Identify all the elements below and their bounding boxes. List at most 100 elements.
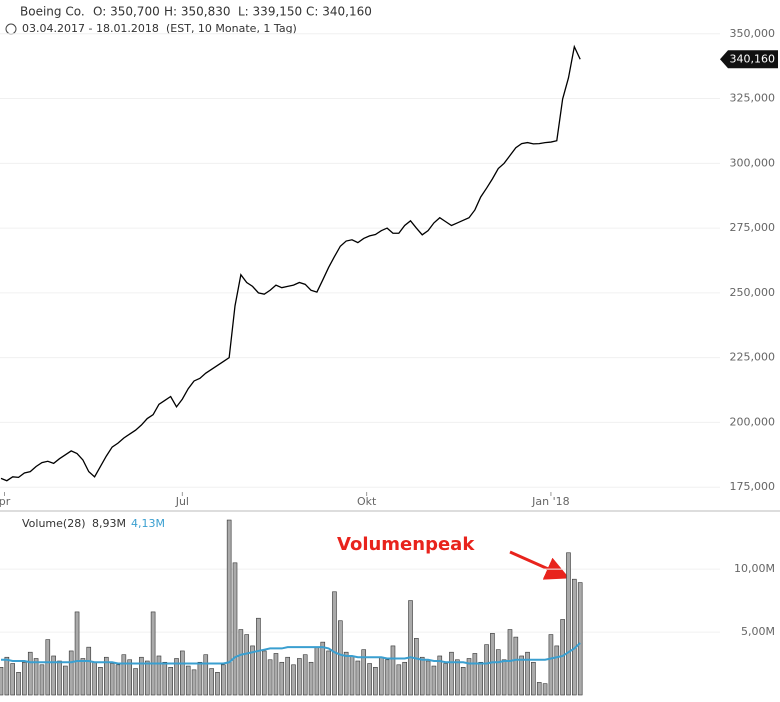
volume-bar bbox=[74, 611, 80, 696]
volume-bar bbox=[531, 661, 536, 696]
volume-bar bbox=[443, 663, 448, 696]
volume-bar bbox=[297, 658, 302, 696]
volume-bar bbox=[542, 683, 548, 696]
volume-bar bbox=[548, 634, 554, 696]
volume-bar bbox=[39, 664, 45, 696]
volume-bar bbox=[63, 665, 68, 696]
volume-bar bbox=[490, 633, 495, 696]
volume-bar bbox=[51, 655, 56, 696]
volume-bar bbox=[104, 656, 109, 696]
volume-bar bbox=[45, 639, 51, 696]
y-tick-label: 225,000 bbox=[730, 351, 776, 364]
volume-bar bbox=[390, 645, 396, 696]
volume-bar bbox=[86, 646, 92, 696]
x-tick-label: pr bbox=[0, 495, 11, 508]
volume-bar bbox=[0, 667, 4, 696]
volume-bar bbox=[343, 651, 349, 696]
price-line bbox=[0, 44, 581, 482]
volume-bar bbox=[536, 682, 542, 696]
volume-bar bbox=[261, 650, 267, 696]
volume-bar bbox=[367, 663, 372, 696]
volume-bar bbox=[92, 661, 97, 696]
volume-bar bbox=[291, 664, 296, 696]
volume-bar bbox=[308, 661, 314, 696]
volume-bar bbox=[513, 636, 519, 696]
volume-title: Volume(28) bbox=[22, 517, 86, 530]
volume-bar bbox=[162, 661, 168, 696]
volume-bar bbox=[572, 578, 577, 696]
y-tick-label: 5,00M bbox=[741, 625, 775, 638]
volume-bar bbox=[361, 649, 367, 696]
period: (EST, 10 Monate, 1 Tag) bbox=[166, 22, 297, 35]
date-range: 03.04.2017 - 18.01.2018 bbox=[22, 22, 159, 35]
annotation: Volumenpeak bbox=[337, 534, 475, 555]
volume-bar bbox=[437, 655, 443, 696]
volume-bar bbox=[519, 655, 524, 696]
volume-bar bbox=[554, 645, 560, 696]
volume-bar bbox=[279, 661, 285, 696]
volume-bar bbox=[115, 664, 121, 696]
volume-bar bbox=[139, 656, 144, 696]
volume-bar bbox=[507, 629, 513, 696]
volume-bar bbox=[285, 656, 290, 696]
chart-title: Boeing Co. bbox=[20, 5, 85, 19]
volume-bar bbox=[98, 667, 103, 696]
volume-bar bbox=[349, 655, 355, 696]
price-tag bbox=[720, 50, 778, 69]
clock-icon bbox=[5, 23, 17, 35]
volume-bar bbox=[156, 655, 162, 696]
legend-entry: 4,13M bbox=[131, 517, 165, 530]
ohlc-low: L: 339,150 bbox=[238, 5, 302, 19]
volume-bar bbox=[396, 664, 402, 696]
volume-bar bbox=[244, 634, 250, 696]
volume-bar bbox=[384, 659, 390, 696]
volume-bar bbox=[302, 654, 308, 696]
y-tick-label: 175,000 bbox=[730, 480, 776, 493]
volume-bar bbox=[191, 669, 197, 696]
y-tick-label: 300,000 bbox=[730, 156, 776, 169]
annotation-arrow bbox=[509, 550, 570, 580]
ohlc-high: H: 350,830 bbox=[164, 5, 231, 19]
volume-bar bbox=[133, 668, 138, 696]
y-tick-label: 325,000 bbox=[730, 92, 776, 105]
volume-bar bbox=[414, 638, 419, 696]
volume-bar bbox=[495, 649, 501, 696]
volume-bar bbox=[267, 659, 273, 696]
volume-bar bbox=[185, 665, 191, 696]
volume-bar bbox=[484, 644, 489, 696]
volume-bar bbox=[332, 591, 337, 696]
volume-bar bbox=[150, 611, 156, 696]
volume-bar bbox=[22, 661, 27, 696]
volume-bar bbox=[460, 667, 466, 696]
volume-bar bbox=[10, 663, 15, 696]
x-tick-label: Jan '18 bbox=[531, 495, 569, 508]
ohlc-close: C: 340,160 bbox=[306, 5, 372, 19]
ohlc-open: O: 350,700 bbox=[93, 5, 160, 19]
y-tick-label: 10,00M bbox=[734, 562, 775, 575]
volume-bar bbox=[16, 672, 21, 696]
volume-bar bbox=[80, 658, 86, 696]
volume-bar bbox=[408, 600, 413, 696]
volume-bar bbox=[197, 661, 203, 696]
volume-bar bbox=[525, 651, 530, 696]
volume-bar bbox=[455, 659, 460, 696]
moving-average bbox=[0, 642, 581, 665]
y-tick-label: 250,000 bbox=[730, 286, 776, 299]
volume-bar bbox=[314, 646, 320, 696]
volume-bar bbox=[478, 661, 484, 696]
volume-bar bbox=[577, 582, 583, 696]
y-tick-label: 200,000 bbox=[730, 415, 776, 428]
volume-bar bbox=[174, 658, 179, 696]
volume-bar bbox=[466, 658, 472, 696]
volume-bar bbox=[402, 661, 407, 696]
volume-bar bbox=[378, 656, 384, 696]
volume-bar bbox=[373, 667, 378, 696]
volume-bar bbox=[33, 658, 39, 696]
volume-bar bbox=[250, 645, 255, 696]
volume-bar bbox=[419, 656, 425, 696]
volume-bar bbox=[127, 659, 133, 696]
volume-bar bbox=[109, 663, 115, 696]
x-tick-label: Okt bbox=[357, 495, 377, 508]
